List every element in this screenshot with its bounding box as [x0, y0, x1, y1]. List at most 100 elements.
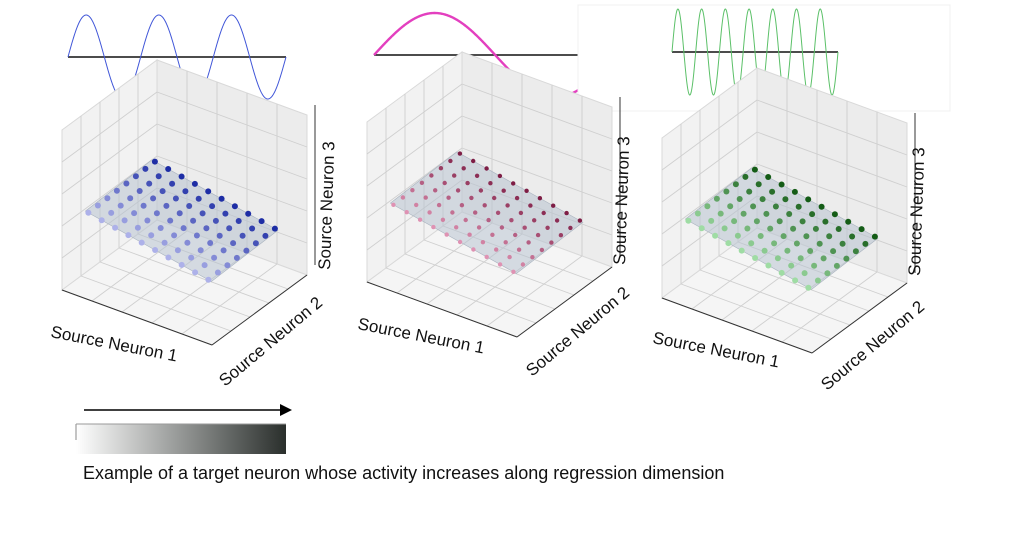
- data-point: [478, 188, 484, 193]
- data-point: [530, 255, 535, 260]
- data-point: [734, 232, 741, 239]
- panel-green-3d: Source Neuron 1 Source Neuron 2 Source N…: [651, 67, 928, 394]
- axes-box: [660, 67, 916, 354]
- axis-line-y: [516, 266, 613, 338]
- data-point: [136, 188, 143, 194]
- data-point: [801, 270, 808, 277]
- data-point: [822, 218, 829, 225]
- data-point: [222, 210, 229, 217]
- data-point: [790, 225, 797, 232]
- data-point: [174, 247, 181, 254]
- grid-line: [385, 267, 537, 324]
- data-point: [463, 217, 468, 223]
- data-point: [526, 240, 531, 245]
- data-point: [541, 210, 546, 216]
- grid-line: [680, 283, 832, 340]
- data-point: [471, 247, 476, 252]
- gradient-bar: [76, 424, 286, 454]
- data-point: [807, 248, 814, 254]
- grid-line: [718, 255, 870, 312]
- grid-line: [156, 91, 308, 148]
- data-point: [723, 188, 730, 195]
- data-point: [763, 210, 770, 217]
- data-point: [816, 240, 823, 247]
- data-point: [169, 180, 176, 187]
- data-point: [205, 188, 212, 195]
- data-point: [188, 254, 195, 261]
- data-point: [400, 195, 406, 200]
- data-point: [492, 195, 497, 201]
- data-point: [494, 247, 499, 252]
- data-point: [759, 196, 766, 203]
- data-point: [803, 233, 810, 240]
- data-point: [480, 240, 486, 245]
- data-point: [163, 202, 170, 209]
- axis-label-z: Source Neuron 3: [610, 136, 633, 265]
- grid-line: [80, 275, 232, 332]
- data-point: [471, 158, 476, 164]
- data-point: [753, 218, 760, 225]
- data-point: [503, 240, 508, 245]
- data-point: [752, 255, 759, 261]
- grid-line: [61, 123, 158, 195]
- data-point: [419, 180, 425, 185]
- data-point: [216, 232, 223, 239]
- data-point: [423, 195, 428, 200]
- data-point: [685, 217, 692, 224]
- data-point: [199, 210, 206, 217]
- data-point: [243, 247, 250, 254]
- data-point: [871, 233, 878, 240]
- data-point: [725, 240, 732, 247]
- data-point: [516, 247, 522, 252]
- data-point: [843, 255, 850, 262]
- data-point: [450, 210, 455, 215]
- data-point: [436, 202, 442, 208]
- data-point: [230, 240, 237, 247]
- data-point: [252, 240, 259, 247]
- data-point: [537, 196, 543, 201]
- data-point: [824, 270, 831, 277]
- data-point: [858, 226, 865, 233]
- data-point: [117, 202, 124, 209]
- data-point: [511, 181, 516, 186]
- data-point: [786, 211, 793, 217]
- caption: Example of a target neuron whose activit…: [83, 463, 724, 483]
- data-point: [742, 173, 749, 180]
- data-point: [171, 232, 178, 239]
- grid-line: [366, 83, 463, 155]
- data-point: [184, 239, 191, 246]
- data-point: [738, 247, 745, 254]
- data-point: [459, 203, 465, 208]
- data-point: [549, 240, 554, 245]
- data-point: [717, 210, 724, 217]
- data-point: [161, 239, 168, 246]
- data-point: [814, 277, 821, 284]
- data-point: [511, 269, 516, 274]
- data-point: [448, 158, 453, 164]
- data-point: [774, 255, 781, 262]
- data-point: [501, 188, 506, 193]
- data-point: [203, 225, 210, 232]
- data-point: [429, 173, 434, 178]
- data-point: [535, 232, 541, 238]
- grid-line: [156, 123, 308, 180]
- data-point: [85, 209, 92, 216]
- data-point: [767, 225, 774, 232]
- data-point: [799, 218, 806, 225]
- data-point: [721, 225, 728, 232]
- neuron-points: [85, 158, 278, 283]
- data-point: [220, 247, 227, 254]
- data-point: [127, 195, 134, 202]
- data-point: [577, 218, 583, 223]
- data-point: [513, 232, 518, 238]
- data-point: [212, 217, 219, 224]
- data-point: [211, 254, 218, 261]
- data-point: [245, 210, 252, 217]
- data-point: [545, 225, 550, 230]
- data-point: [746, 188, 753, 195]
- data-point: [509, 218, 514, 223]
- data-point: [744, 225, 751, 232]
- data-point: [197, 247, 204, 254]
- data-point: [776, 218, 783, 225]
